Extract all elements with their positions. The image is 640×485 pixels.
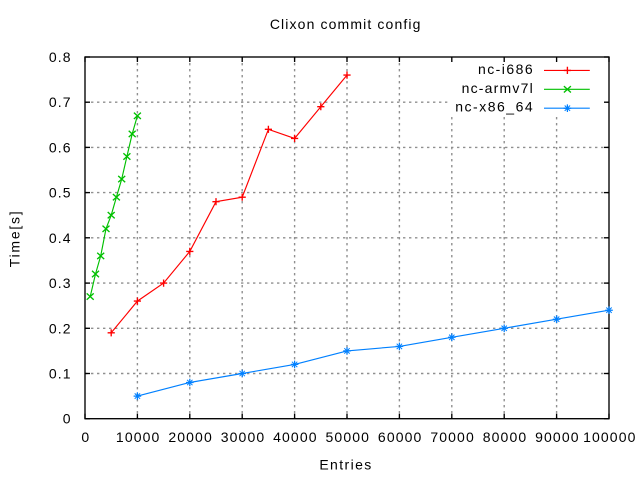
svg-text:nc-armv7l: nc-armv7l — [462, 80, 534, 96]
svg-text:80000: 80000 — [483, 429, 528, 445]
svg-text:0.2: 0.2 — [49, 320, 72, 336]
svg-text:0.4: 0.4 — [49, 230, 72, 246]
svg-text:0: 0 — [63, 411, 72, 427]
svg-text:0.3: 0.3 — [49, 275, 72, 291]
svg-text:0.1: 0.1 — [49, 365, 72, 381]
svg-text:70000: 70000 — [430, 429, 475, 445]
svg-text:20000: 20000 — [168, 429, 213, 445]
svg-text:60000: 60000 — [378, 429, 423, 445]
svg-text:0: 0 — [81, 429, 90, 445]
svg-text:Entries: Entries — [319, 457, 372, 473]
svg-text:0.6: 0.6 — [49, 139, 72, 155]
svg-text:40000: 40000 — [273, 429, 318, 445]
svg-text:0.8: 0.8 — [49, 49, 72, 65]
svg-text:50000: 50000 — [326, 429, 371, 445]
svg-text:0.5: 0.5 — [49, 185, 72, 201]
svg-text:90000: 90000 — [535, 429, 580, 445]
svg-text:10000: 10000 — [116, 429, 161, 445]
svg-text:Time[s]: Time[s] — [7, 210, 23, 268]
svg-text:nc-i686: nc-i686 — [478, 61, 534, 77]
svg-text:Clixon commit config: Clixon commit config — [270, 16, 422, 32]
svg-text:100000: 100000 — [583, 429, 636, 445]
svg-text:nc-x86_64: nc-x86_64 — [455, 99, 534, 115]
svg-text:0.7: 0.7 — [49, 94, 72, 110]
svg-text:30000: 30000 — [221, 429, 266, 445]
